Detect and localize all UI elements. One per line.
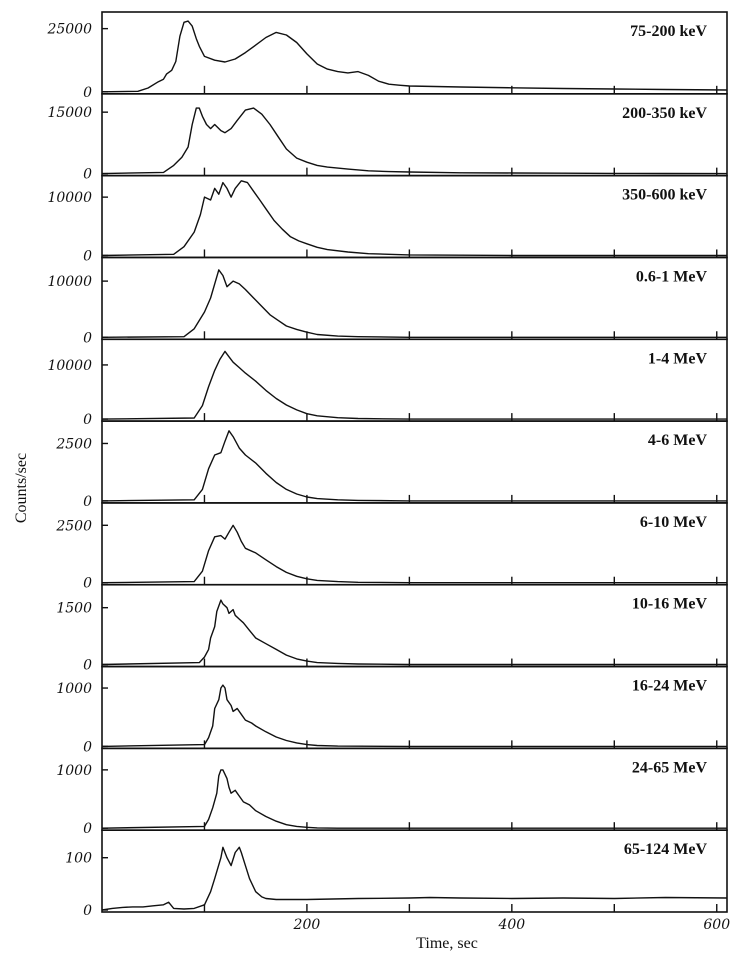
panel-frame [101, 829, 728, 913]
light-curve-trace [101, 684, 727, 748]
panel-1: 15000 0 200-350 keV [47, 93, 728, 183]
y-tick-label: 10000 [47, 358, 92, 374]
panel-energy-label: 24-65 MeV [632, 759, 708, 776]
panel-9: 1000 0 24-65 MeV [56, 747, 728, 837]
y-tick-label: 0 [83, 167, 92, 183]
panel-energy-label: 10-16 MeV [632, 596, 708, 613]
light-curve-trace [101, 599, 727, 666]
y-tick-label: 0 [83, 494, 92, 510]
x-tick-label: 400 [497, 917, 525, 933]
panel-6: 2500 0 6-10 MeV [55, 502, 728, 592]
panel-energy-label: 65-124 MeV [624, 841, 708, 858]
y-tick-label: 0 [83, 658, 92, 674]
light-curve-trace [101, 20, 728, 93]
panel-4: 10000 0 1-4 MeV [47, 338, 728, 428]
y-tick-label: 0 [83, 903, 92, 919]
panel-energy-label: 6-10 MeV [640, 514, 708, 531]
panel-frame [101, 502, 728, 586]
y-tick-label: 1000 [56, 763, 92, 779]
panel-energy-label: 75-200 keV [630, 23, 707, 40]
y-axis-title: Counts/sec [13, 453, 30, 523]
y-tick-label: 0 [83, 576, 92, 592]
panel-3: 10000 0 0.6-1 MeV [47, 256, 728, 346]
panel-energy-label: 1-4 MeV [648, 350, 708, 367]
panel-frame [101, 338, 728, 422]
panel-frame [101, 420, 728, 504]
light-curve-trace [101, 350, 727, 420]
y-tick-label: 1500 [56, 601, 92, 617]
panel-0: 25000 0 75-200 keV [46, 11, 728, 101]
y-tick-label: 0 [83, 330, 92, 346]
y-tick-label: 25000 [46, 22, 92, 38]
y-tick-label: 15000 [47, 105, 92, 121]
y-tick-label: 1000 [56, 681, 92, 697]
panel-7: 1500 0 10-16 MeV [56, 583, 728, 674]
y-tick-label: 100 [65, 851, 92, 867]
x-tick-label: 200 [293, 917, 321, 933]
x-tick-label: 600 [703, 917, 730, 933]
panel-10: 100 0 65-124 MeV [65, 829, 728, 919]
y-tick-label: 2500 [55, 436, 92, 452]
light-curve-trace [101, 269, 727, 338]
y-tick-label: 2500 [55, 518, 92, 534]
panel-2: 10000 0 350-600 keV [47, 174, 728, 264]
light-curve-trace [101, 846, 728, 911]
panel-energy-label: 4-6 MeV [648, 432, 708, 449]
y-tick-label: 10000 [47, 190, 92, 206]
panel-energy-label: 16-24 MeV [632, 678, 708, 695]
light-curve-trace [101, 769, 727, 829]
light-curve-trace [101, 180, 727, 257]
panel-5: 2500 0 4-6 MeV [55, 420, 728, 510]
y-tick-label: 0 [83, 85, 92, 101]
y-tick-label: 0 [83, 739, 92, 755]
light-curve-trace [101, 430, 727, 502]
y-tick-label: 0 [83, 412, 92, 428]
panel-energy-label: 0.6-1 MeV [636, 268, 708, 285]
x-axis-title: Time, sec [416, 935, 478, 952]
light-curve-trace [101, 107, 728, 175]
y-tick-label: 0 [83, 821, 92, 837]
y-tick-label: 0 [83, 248, 92, 264]
panel-energy-label: 200-350 keV [622, 105, 707, 122]
light-curve-trace [101, 524, 727, 584]
panel-energy-label: 350-600 keV [622, 187, 707, 204]
y-tick-label: 10000 [47, 274, 92, 290]
panel-8: 1000 0 16-24 MeV [56, 665, 728, 755]
